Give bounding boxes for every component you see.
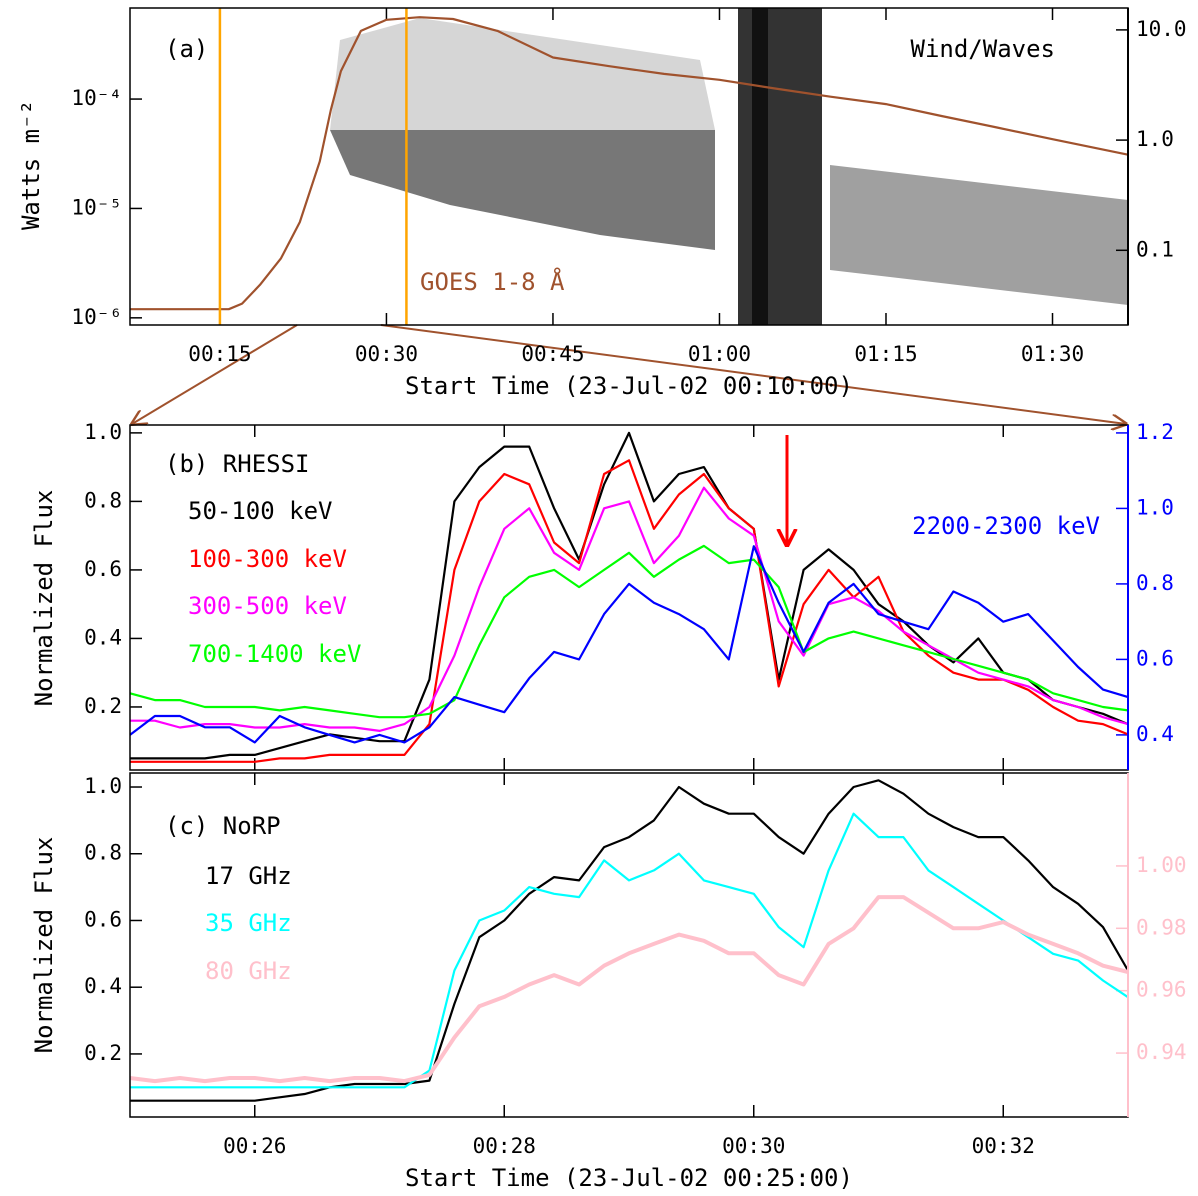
x-tick-label: 00:26 — [223, 1134, 286, 1158]
legend-entry: GOES 1-8 Å — [420, 267, 565, 296]
y-axis-label: Normalized Flux — [30, 837, 58, 1054]
y2-tick-label: 0.6 — [1136, 646, 1174, 670]
zoom-arrow — [132, 324, 298, 424]
y-tick-label: 10⁻⁴ — [71, 86, 122, 110]
y-tick-label: 1.0 — [84, 420, 122, 444]
x-tick-label: 00:30 — [722, 1134, 785, 1158]
series-line — [130, 431, 1129, 760]
legend-entry: 80 GHz — [205, 957, 292, 985]
series-line — [129, 895, 1129, 1084]
y-tick-label: 1.0 — [84, 774, 122, 798]
series-line — [130, 459, 1129, 763]
legend-entry: 700-1400 keV — [188, 640, 361, 668]
y2-tick-label: 1.2 — [1136, 420, 1174, 444]
y2-tick-label: 0.1 — [1136, 237, 1174, 261]
y-axis-label: Watts m⁻² — [17, 100, 45, 230]
legend-entry: 35 GHz — [205, 909, 292, 937]
legend-entry: 100-300 keV — [188, 545, 347, 573]
y2-tick-label: 0.4 — [1136, 722, 1174, 746]
y2-tick-label: 1.00 — [1136, 853, 1187, 877]
y2-tick-label: 0.94 — [1136, 1040, 1187, 1064]
y-tick-label: 10⁻⁵ — [71, 195, 122, 219]
y2-tick-label: 1.0 — [1136, 127, 1174, 151]
x-tick-label: 00:15 — [188, 342, 251, 366]
y-tick-label: 0.4 — [84, 625, 122, 649]
x-axis-label: Start Time (23-Jul-02 00:10:00) — [405, 372, 853, 400]
y2-tick-label: 0.96 — [1136, 978, 1187, 1002]
x-tick-label: 01:00 — [688, 342, 751, 366]
y-axis-label: Normalized Flux — [30, 490, 58, 707]
annotation: (a) — [165, 35, 208, 63]
legend-entry: 2200-2300 keV — [912, 512, 1100, 540]
legend-entry: 300-500 keV — [188, 592, 347, 620]
x-tick-label: 01:30 — [1021, 342, 1084, 366]
series-line — [130, 812, 1129, 1089]
x-tick-label: 00:32 — [972, 1134, 1035, 1158]
x-tick-label: 00:28 — [473, 1134, 536, 1158]
y-tick-label: 0.4 — [84, 974, 122, 998]
series-line — [130, 486, 1129, 732]
y-tick-label: 10⁻⁶ — [71, 305, 122, 329]
series-line — [129, 544, 1129, 719]
x-tick-label: 01:15 — [854, 342, 917, 366]
y2-tick-label: 0.8 — [1136, 571, 1174, 595]
y-tick-label: 0.6 — [84, 557, 122, 581]
spectrogram — [330, 8, 1128, 325]
y-tick-label: 0.8 — [84, 488, 122, 512]
legend-entry: 17 GHz — [205, 862, 292, 890]
x-tick-label: 00:30 — [355, 342, 418, 366]
y-tick-label: 0.8 — [84, 841, 122, 865]
x-axis-label: Start Time (23-Jul-02 00:25:00) — [405, 1164, 853, 1192]
y2-tick-label: 0.98 — [1136, 915, 1187, 939]
y-tick-label: 0.2 — [84, 1041, 122, 1065]
annotation: (c) NoRP — [165, 812, 281, 840]
zoom-arrow — [380, 324, 1126, 424]
y-tick-label: 0.2 — [84, 694, 122, 718]
y2-tick-label: 1.0 — [1136, 495, 1174, 519]
legend-entry: 50-100 keV — [188, 497, 333, 525]
y2-tick-label: 10.0 — [1136, 17, 1187, 41]
series-line — [129, 545, 1129, 744]
series-line — [130, 16, 1129, 311]
annotation: (b) RHESSI — [165, 450, 310, 478]
x-tick-label: 00:45 — [521, 342, 584, 366]
y-tick-label: 0.6 — [84, 907, 122, 931]
series-line — [130, 779, 1129, 1102]
annotation: Wind/Waves — [911, 35, 1056, 63]
